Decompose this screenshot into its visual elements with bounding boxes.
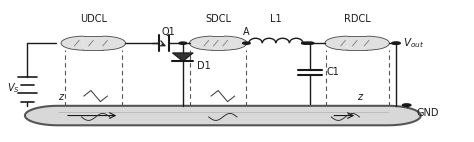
Wedge shape	[366, 36, 389, 50]
Polygon shape	[173, 53, 193, 61]
Text: L1: L1	[270, 14, 282, 24]
Circle shape	[301, 42, 309, 44]
Polygon shape	[25, 106, 421, 125]
Text: $V_{out}$: $V_{out}$	[403, 36, 424, 50]
Text: A: A	[243, 27, 250, 37]
Text: D1: D1	[197, 61, 211, 71]
Text: z: z	[357, 92, 362, 102]
Text: RDCL: RDCL	[344, 14, 371, 24]
Bar	[348, 36, 366, 50]
Text: SDCL: SDCL	[205, 14, 231, 24]
Wedge shape	[103, 36, 125, 50]
Circle shape	[306, 42, 314, 44]
Text: GND: GND	[416, 108, 438, 118]
Circle shape	[243, 42, 250, 44]
Circle shape	[179, 42, 187, 44]
Text: UDCL: UDCL	[80, 14, 107, 24]
Text: z: z	[58, 92, 63, 102]
Text: $V_S$: $V_S$	[7, 81, 19, 95]
Bar	[212, 36, 224, 50]
Wedge shape	[62, 36, 84, 50]
Bar	[84, 36, 103, 50]
Circle shape	[402, 104, 411, 106]
Wedge shape	[325, 36, 348, 50]
Wedge shape	[190, 36, 212, 50]
Text: Q1: Q1	[162, 27, 175, 37]
Wedge shape	[224, 36, 246, 50]
Text: C1: C1	[327, 67, 339, 77]
Circle shape	[392, 42, 400, 44]
